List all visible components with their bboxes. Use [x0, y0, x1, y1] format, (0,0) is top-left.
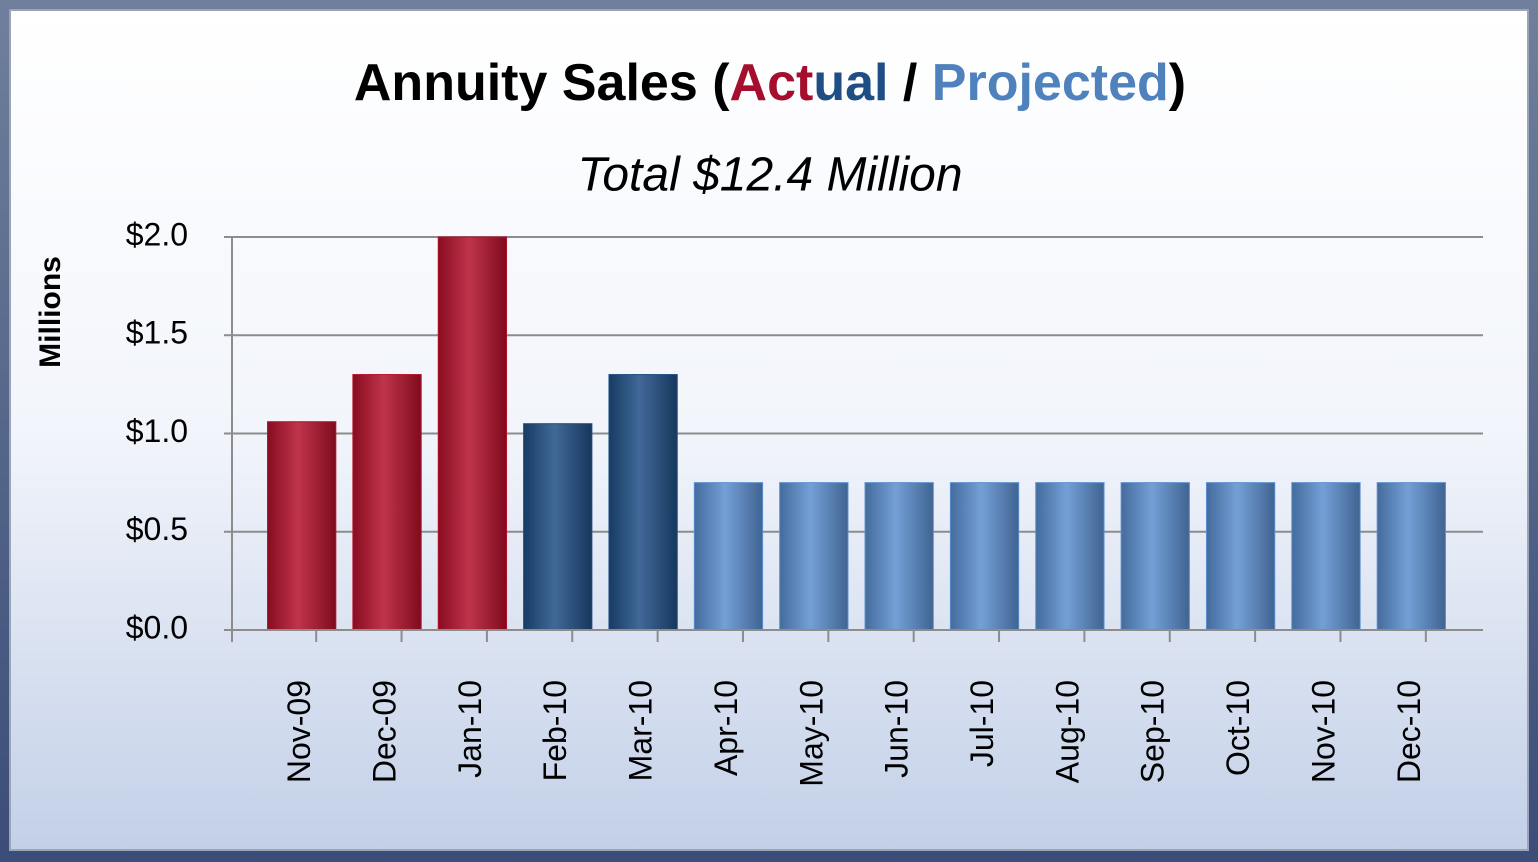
x-tick-label: Nov-09 — [281, 680, 317, 783]
x-tick-label: May-10 — [793, 680, 829, 787]
bar — [949, 482, 1020, 631]
bar — [608, 374, 678, 631]
x-tick-label: Jan-10 — [452, 680, 488, 778]
bar — [1205, 482, 1276, 631]
bar — [1376, 482, 1446, 631]
x-tick-label: Mar-10 — [623, 680, 659, 781]
title-part: Projected — [932, 54, 1169, 112]
x-tick-label: Oct-10 — [1220, 680, 1256, 776]
x-tick-label: Jul-10 — [964, 680, 1000, 767]
panel — [9, 9, 1529, 851]
y-tick-label: $1.0 — [126, 413, 188, 449]
y-tick-label: $0.0 — [126, 609, 188, 645]
x-tick-label: Dec-10 — [1391, 680, 1427, 783]
y-tick-label: $0.5 — [126, 511, 188, 547]
bar — [437, 236, 508, 631]
x-tick-label: Sep-10 — [1135, 680, 1171, 783]
title-part: / — [888, 54, 931, 112]
bar — [352, 374, 422, 631]
title-part: ual — [813, 54, 888, 112]
bar — [523, 423, 593, 631]
x-tick-label: Dec-09 — [366, 680, 402, 783]
x-tick-label: Nov-10 — [1305, 680, 1341, 783]
bar — [1291, 482, 1361, 631]
chart-title: Annuity Sales (Actual / Projected) — [354, 54, 1186, 112]
bar — [267, 421, 337, 631]
y-tick-label: $2.0 — [126, 216, 188, 252]
y-tick-label: $1.5 — [126, 315, 188, 351]
bar — [864, 482, 934, 631]
x-tick-label: Aug-10 — [1049, 680, 1085, 783]
bar — [1120, 482, 1190, 631]
bar — [693, 482, 764, 631]
bar — [1035, 482, 1105, 631]
title-part: ) — [1169, 54, 1186, 112]
x-tick-label: Feb-10 — [537, 680, 573, 781]
bar — [779, 482, 849, 631]
x-tick-label: Jun-10 — [879, 680, 915, 778]
title-part: Act — [730, 54, 814, 112]
x-tick-label: Apr-10 — [708, 680, 744, 776]
y-axis-label: Millions — [34, 256, 67, 368]
title-part: Annuity Sales ( — [354, 54, 730, 112]
chart-subtitle: Total $12.4 Million — [577, 149, 962, 202]
